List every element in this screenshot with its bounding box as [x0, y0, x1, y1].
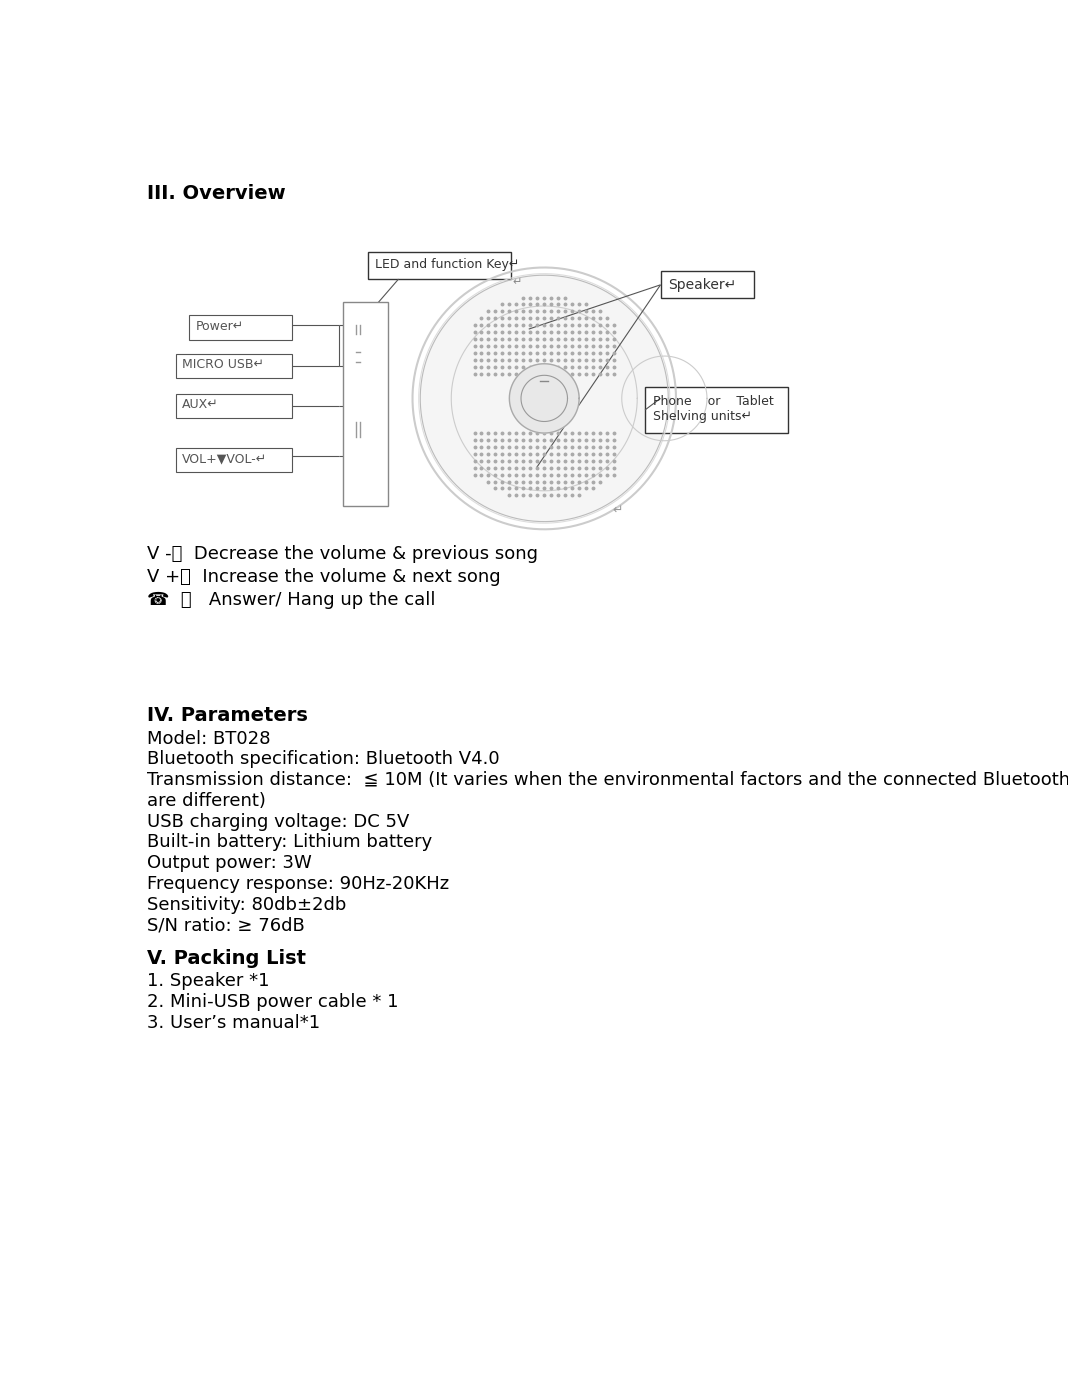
Text: IV. Parameters: IV. Parameters [147, 706, 309, 725]
Text: 2. Mini-USB power cable * 1: 2. Mini-USB power cable * 1 [147, 993, 399, 1011]
Text: Frequency response: 90Hz-20KHz: Frequency response: 90Hz-20KHz [147, 875, 450, 893]
Text: Transmission distance:  ≦ 10M (It varies when the environmental factors and the : Transmission distance: ≦ 10M (It varies … [147, 771, 1068, 790]
Bar [660, 272, 754, 299]
Text: ↵: ↵ [612, 504, 623, 518]
Text: Bluetooth specification: Bluetooth V4.0: Bluetooth specification: Bluetooth V4.0 [147, 751, 500, 769]
Text: VOL+▼VOL-↵: VOL+▼VOL-↵ [183, 452, 268, 466]
Bar [189, 315, 293, 340]
Text: III. Overview: III. Overview [147, 184, 286, 204]
Text: ☎  ：   Answer/ Hang up the call: ☎ ： Answer/ Hang up the call [147, 591, 436, 608]
Text: LED and function Key↵: LED and function Key↵ [375, 258, 520, 271]
Bar [367, 252, 511, 279]
Bar [645, 386, 788, 432]
Bar [343, 303, 388, 506]
Text: AUX↵: AUX↵ [183, 399, 219, 412]
Text: Phone    or    Tablet: Phone or Tablet [653, 395, 773, 407]
Text: S/N ratio: ≥ 76dB: S/N ratio: ≥ 76dB [147, 917, 305, 935]
Text: Model: BT028: Model: BT028 [147, 730, 271, 748]
Circle shape [420, 275, 669, 522]
Circle shape [509, 364, 579, 432]
Text: MICRO USB↵: MICRO USB↵ [183, 359, 264, 371]
Bar [176, 393, 293, 418]
Text: are different): are different) [147, 792, 266, 810]
Text: V -：  Decrease the volume & previous song: V -： Decrease the volume & previous song [147, 544, 538, 562]
Text: USB charging voltage: DC 5V: USB charging voltage: DC 5V [147, 813, 410, 830]
Text: Sensitivity: 80db±2db: Sensitivity: 80db±2db [147, 896, 347, 914]
Text: 3. User’s manual*1: 3. User’s manual*1 [147, 1014, 320, 1032]
Bar [176, 354, 293, 378]
Text: Power↵: Power↵ [195, 319, 244, 333]
Text: Speaker↵: Speaker↵ [669, 278, 737, 292]
Text: Shelving units↵: Shelving units↵ [653, 410, 752, 423]
Bar [176, 448, 293, 473]
Text: Output power: 3W: Output power: 3W [147, 854, 312, 872]
Text: Built-in battery: Lithium battery: Built-in battery: Lithium battery [147, 833, 433, 851]
Text: V. Packing List: V. Packing List [147, 949, 307, 968]
Text: ↵: ↵ [513, 278, 522, 287]
Text: 1. Speaker *1: 1. Speaker *1 [147, 972, 270, 990]
Text: V +：  Increase the volume & next song: V +： Increase the volume & next song [147, 568, 501, 586]
